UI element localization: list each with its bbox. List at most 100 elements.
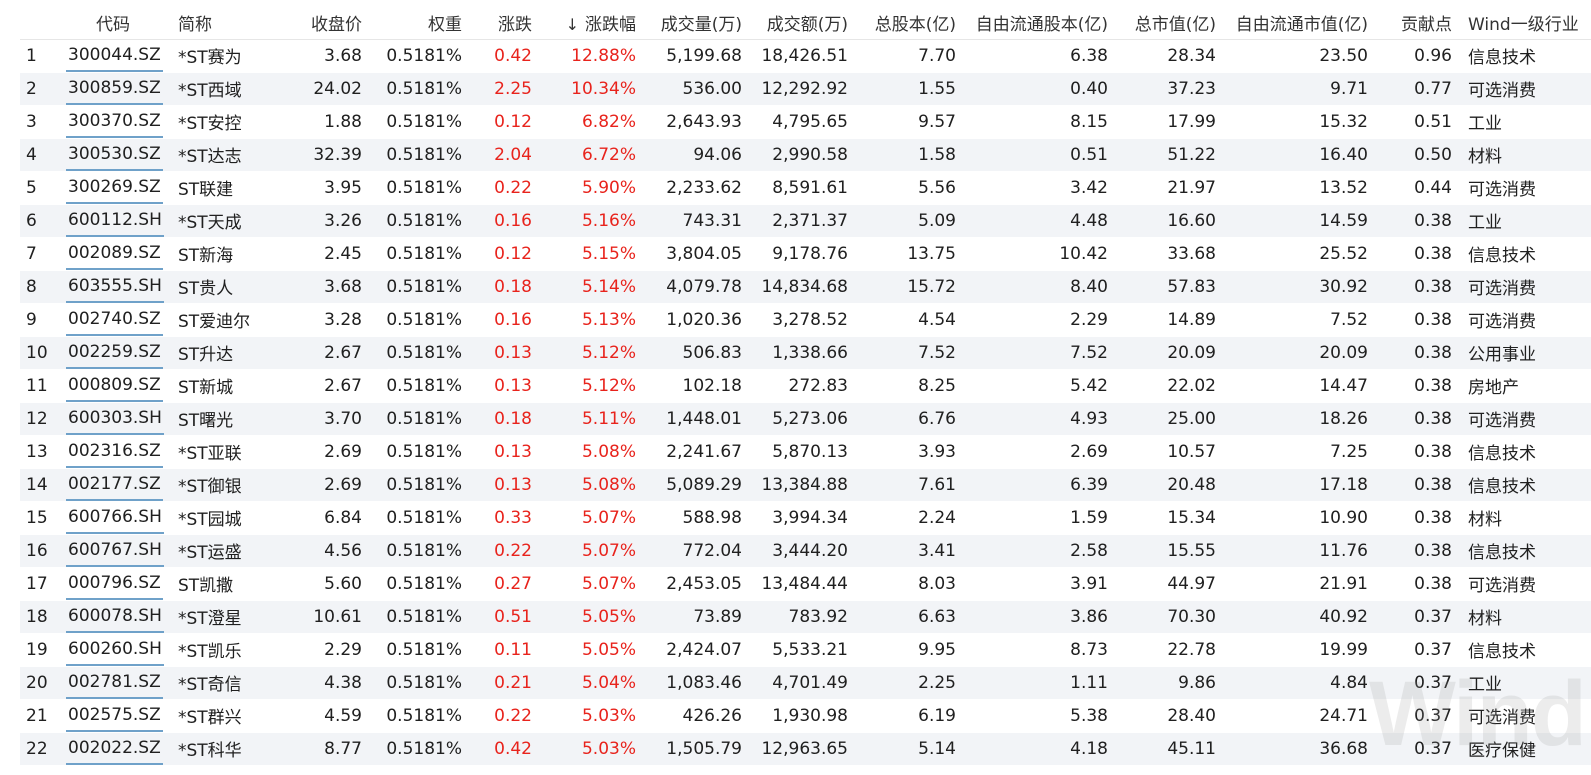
cell-code[interactable]: 300859.SZ bbox=[64, 72, 172, 106]
table-row[interactable]: 19 600260.SH *ST凯乐 2.29 0.5181% 0.11 5.05% 2,42… bbox=[20, 633, 1591, 667]
table-row[interactable]: 17 000796.SZ ST凯撒 5.60 0.5181% 0.27 5.07% 2,453… bbox=[20, 567, 1591, 601]
stock-code-link[interactable]: 002259.SZ bbox=[66, 337, 163, 368]
header-close[interactable]: 收盘价 bbox=[284, 6, 368, 40]
table-row[interactable]: 8 603555.SH ST贵人 3.68 0.5181% 0.18 5.14% 4,079.… bbox=[20, 270, 1591, 304]
cell-weight: 0.5181% bbox=[368, 72, 468, 106]
table-row[interactable]: 7 002089.SZ ST新海 2.45 0.5181% 0.12 5.15% 3,804.… bbox=[20, 237, 1591, 271]
stock-code-link[interactable]: 002575.SZ bbox=[66, 700, 163, 731]
cell-code[interactable]: 000796.SZ bbox=[64, 567, 172, 601]
stock-code-link[interactable]: 002177.SZ bbox=[66, 469, 163, 500]
header-code[interactable]: 代码 bbox=[64, 6, 172, 40]
header-contribution[interactable]: 贡献点 bbox=[1374, 6, 1458, 40]
stock-code-link[interactable]: 600260.SH bbox=[66, 634, 164, 665]
stock-code-link[interactable]: 000809.SZ bbox=[66, 370, 163, 401]
cell-code[interactable]: 300370.SZ bbox=[64, 105, 172, 139]
cell-code[interactable]: 603555.SH bbox=[64, 270, 172, 304]
header-free-float-shares[interactable]: 自由流通股本(亿) bbox=[962, 6, 1114, 40]
stock-code-link[interactable]: 300859.SZ bbox=[66, 73, 163, 104]
cell-code[interactable]: 600078.SH bbox=[64, 600, 172, 634]
cell-total-shares: 1.58 bbox=[854, 138, 962, 172]
header-total-shares[interactable]: 总股本(亿) bbox=[854, 6, 962, 40]
header-change-pct-label: 涨跌幅 bbox=[585, 14, 636, 35]
cell-code[interactable]: 600766.SH bbox=[64, 501, 172, 535]
cell-free-float-cap: 40.92 bbox=[1222, 600, 1374, 634]
cell-market-cap: 37.23 bbox=[1114, 72, 1222, 106]
table-row[interactable]: 9 002740.SZ ST爱迪尔 3.28 0.5181% 0.16 5.13% 1,020… bbox=[20, 303, 1591, 337]
table-row[interactable]: 6 600112.SH *ST天成 3.26 0.5181% 0.16 5.16% 743.3… bbox=[20, 204, 1591, 238]
cell-free-float-cap: 13.52 bbox=[1222, 171, 1374, 205]
stock-code-link[interactable]: 300370.SZ bbox=[66, 106, 163, 137]
table-row[interactable]: 16 600767.SH *ST运盛 4.56 0.5181% 0.22 5.07% 772.… bbox=[20, 534, 1591, 568]
stock-code-link[interactable]: 600766.SH bbox=[66, 502, 164, 533]
cell-name: *ST群兴 bbox=[172, 699, 284, 733]
cell-name: *ST西域 bbox=[172, 72, 284, 106]
stock-code-link[interactable]: 600767.SH bbox=[66, 535, 164, 566]
header-name[interactable]: 简称 bbox=[172, 6, 284, 40]
stock-code-link[interactable]: 603555.SH bbox=[66, 271, 164, 302]
cell-code[interactable]: 002089.SZ bbox=[64, 237, 172, 271]
cell-industry: 可选消费 bbox=[1458, 303, 1591, 337]
table-row[interactable]: 2 300859.SZ *ST西域 24.02 0.5181% 2.25 10.34% 536… bbox=[20, 72, 1591, 106]
cell-industry: 可选消费 bbox=[1458, 699, 1591, 733]
cell-market-cap: 28.34 bbox=[1114, 39, 1222, 73]
table-row[interactable]: 14 002177.SZ *ST御银 2.69 0.5181% 0.13 5.08% 5,08… bbox=[20, 468, 1591, 502]
cell-code[interactable]: 002177.SZ bbox=[64, 468, 172, 502]
table-row[interactable]: 15 600766.SH *ST园城 6.84 0.5181% 0.33 5.07% 588.… bbox=[20, 501, 1591, 535]
cell-code[interactable]: 002781.SZ bbox=[64, 666, 172, 700]
cell-code[interactable]: 002259.SZ bbox=[64, 336, 172, 370]
header-amount[interactable]: 成交额(万) bbox=[748, 6, 854, 40]
table-row[interactable]: 10 002259.SZ ST升达 2.67 0.5181% 0.13 5.12% 506.8… bbox=[20, 336, 1591, 370]
stock-code-link[interactable]: 300269.SZ bbox=[66, 172, 163, 203]
cell-code[interactable]: 002575.SZ bbox=[64, 699, 172, 733]
cell-close: 2.67 bbox=[284, 369, 368, 403]
cell-code[interactable]: 600112.SH bbox=[64, 204, 172, 238]
table-row[interactable]: 12 600303.SH ST曙光 3.70 0.5181% 0.18 5.11% 1,448… bbox=[20, 402, 1591, 436]
table-row[interactable]: 4 300530.SZ *ST达志 32.39 0.5181% 2.04 6.72% 94.0… bbox=[20, 138, 1591, 172]
cell-code[interactable]: 600303.SH bbox=[64, 402, 172, 436]
cell-free-float-cap: 4.84 bbox=[1222, 666, 1374, 700]
stock-code-link[interactable]: 002316.SZ bbox=[66, 436, 163, 467]
stock-code-link[interactable]: 600112.SH bbox=[66, 205, 164, 236]
cell-code[interactable]: 600260.SH bbox=[64, 633, 172, 667]
table-row[interactable]: 20 002781.SZ *ST奇信 4.38 0.5181% 0.21 5.04% 1,08… bbox=[20, 666, 1591, 700]
stock-code-link[interactable]: 600078.SH bbox=[66, 601, 164, 632]
stock-code-link[interactable]: 002022.SZ bbox=[66, 733, 163, 764]
header-industry[interactable]: Wind一级行业 bbox=[1458, 6, 1591, 40]
cell-change: 0.21 bbox=[468, 666, 538, 700]
cell-code[interactable]: 002022.SZ bbox=[64, 732, 172, 766]
cell-code[interactable]: 002740.SZ bbox=[64, 303, 172, 337]
header-weight[interactable]: 权重 bbox=[368, 6, 468, 40]
stock-code-link[interactable]: 300044.SZ bbox=[66, 40, 163, 71]
stock-code-link[interactable]: 002089.SZ bbox=[66, 238, 163, 269]
cell-code[interactable]: 300044.SZ bbox=[64, 39, 172, 73]
cell-total-shares: 2.24 bbox=[854, 501, 962, 535]
stock-code-link[interactable]: 002740.SZ bbox=[66, 304, 163, 335]
table-row[interactable]: 5 300269.SZ ST联建 3.95 0.5181% 0.22 5.90% 2,233.… bbox=[20, 171, 1591, 205]
cell-name: *ST御银 bbox=[172, 468, 284, 502]
table-row[interactable]: 18 600078.SH *ST澄星 10.61 0.5181% 0.51 5.05% 73.… bbox=[20, 600, 1591, 634]
table-row[interactable]: 11 000809.SZ ST新城 2.67 0.5181% 0.13 5.12% 102.1… bbox=[20, 369, 1591, 403]
cell-code[interactable]: 300269.SZ bbox=[64, 171, 172, 205]
table-row[interactable]: 1 300044.SZ *ST赛为 3.68 0.5181% 0.42 12.88% 5,19… bbox=[20, 39, 1591, 73]
table-row[interactable]: 3 300370.SZ *ST安控 1.88 0.5181% 0.12 6.82% 2,643… bbox=[20, 105, 1591, 139]
header-free-float-cap[interactable]: 自由流通市值(亿) bbox=[1222, 6, 1374, 40]
stock-code-link[interactable]: 300530.SZ bbox=[66, 139, 163, 170]
stock-code-link[interactable]: 600303.SH bbox=[66, 403, 164, 434]
cell-code[interactable]: 600767.SH bbox=[64, 534, 172, 568]
cell-market-cap: 20.48 bbox=[1114, 468, 1222, 502]
header-market-cap[interactable]: 总市值(亿) bbox=[1114, 6, 1222, 40]
header-volume[interactable]: 成交量(万) bbox=[642, 6, 748, 40]
table-row[interactable]: 13 002316.SZ *ST亚联 2.69 0.5181% 0.13 5.08% 2,24… bbox=[20, 435, 1591, 469]
header-change[interactable]: 涨跌 bbox=[468, 6, 538, 40]
table-row[interactable]: 21 002575.SZ *ST群兴 4.59 0.5181% 0.22 5.03% 426.… bbox=[20, 699, 1591, 733]
cell-code[interactable]: 300530.SZ bbox=[64, 138, 172, 172]
header-change-pct[interactable]: ↓ 涨跌幅 bbox=[538, 6, 642, 40]
cell-change: 0.18 bbox=[468, 402, 538, 436]
cell-code[interactable]: 002316.SZ bbox=[64, 435, 172, 469]
cell-change-pct: 5.07% bbox=[538, 567, 642, 601]
stock-code-link[interactable]: 000796.SZ bbox=[66, 568, 163, 599]
cell-volume: 1,083.46 bbox=[642, 666, 748, 700]
cell-code[interactable]: 000809.SZ bbox=[64, 369, 172, 403]
table-row[interactable]: 22 002022.SZ *ST科华 8.77 0.5181% 0.42 5.03% 1,50… bbox=[20, 732, 1591, 766]
stock-code-link[interactable]: 002781.SZ bbox=[66, 667, 163, 698]
